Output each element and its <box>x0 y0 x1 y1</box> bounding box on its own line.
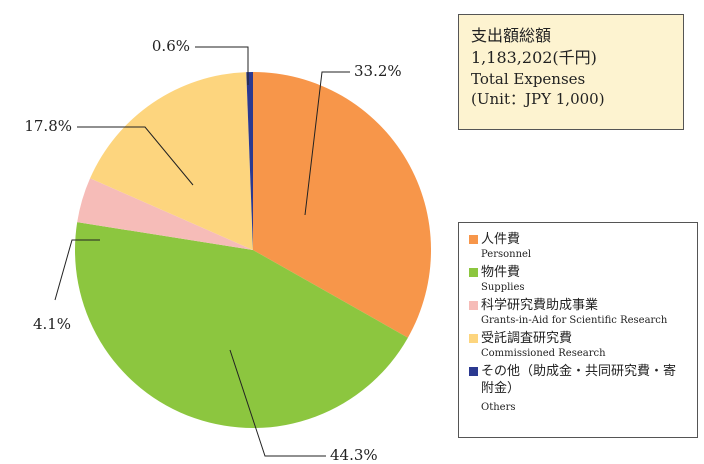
legend-sublabel: Commissioned Research <box>481 348 606 359</box>
legend-swatch <box>469 301 478 310</box>
annotation: (Unit：JPY 1,000) <box>471 90 605 108</box>
legend-label: 受託調査研究費 <box>481 331 573 346</box>
legend-text: 人件費 Personnel <box>481 231 531 262</box>
legend-item: その他（助成金・共同研究費・寄附金） Others <box>469 363 687 415</box>
annotation: 支出額総額 <box>471 26 552 45</box>
legend-text: 科学研究費助成事業 Grants-in-Aid for Scientific Re… <box>481 297 667 328</box>
total-box: 支出額総額 1,183,202(千円) Total Expenses (Unit… <box>458 14 684 130</box>
legend-label: 物件費 <box>481 265 521 280</box>
leader-line <box>229 349 326 457</box>
data-label: 17.8% <box>24 117 72 135</box>
pie-slice <box>253 72 431 338</box>
legend-label: その他（助成金・共同研究費・寄附金） <box>481 364 677 396</box>
data-label: 4.1% <box>33 315 71 333</box>
legend-text: 受託調査研究費 Commissioned Research <box>481 330 606 361</box>
legend-item: 受託調査研究費 Commissioned Research <box>469 330 687 361</box>
legend-text: その他（助成金・共同研究費・寄附金） Others <box>481 363 687 415</box>
legend-swatch <box>469 235 478 244</box>
pie-slice <box>75 222 408 429</box>
leader-line <box>195 46 249 85</box>
pie-slice <box>246 72 253 250</box>
legend: 人件費 Personnel 物件費 Supplies 科学研究費助成事業 Grants-i… <box>458 222 698 438</box>
data-label: 0.6% <box>152 37 190 55</box>
legend-swatch <box>469 334 478 343</box>
annotation: 1,183,202(千円) <box>471 48 597 67</box>
legend-item: 物件費 Supplies <box>469 264 687 295</box>
leader-line <box>54 239 100 301</box>
legend-label: 科学研究費助成事業 <box>481 298 599 313</box>
legend-item: 科学研究費助成事業 Grants-in-Aid for Scientific Re… <box>469 297 687 328</box>
legend-text: 物件費 Supplies <box>481 264 525 295</box>
leader-line <box>77 126 194 186</box>
legend-label: 人件費 <box>481 232 521 247</box>
legend-swatch <box>469 367 478 376</box>
legend-sublabel: Grants-in-Aid for Scientific Research <box>481 315 668 326</box>
legend-item: 人件費 Personnel <box>469 231 687 262</box>
pie-slice <box>90 72 254 251</box>
data-label: 33.2% <box>354 62 402 80</box>
legend-sublabel: Personnel <box>481 249 532 260</box>
legend-sublabel: Supplies <box>481 282 525 293</box>
annotation: Total Expenses <box>471 70 586 88</box>
data-label: 44.3% <box>330 446 378 464</box>
legend-sublabel: Others <box>481 402 516 413</box>
leader-line <box>304 71 350 216</box>
legend-swatch <box>469 268 478 277</box>
pie-slice <box>77 178 254 250</box>
